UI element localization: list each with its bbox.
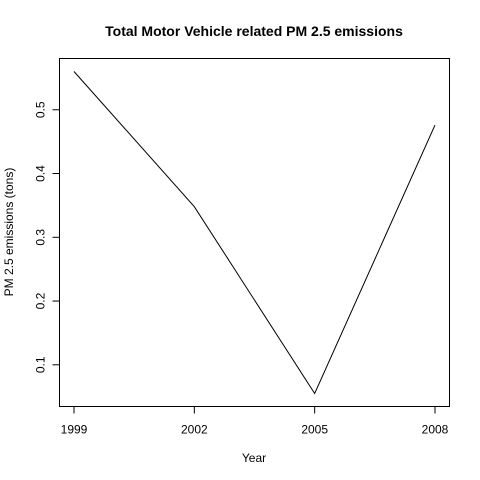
x-tick-label: 2005 <box>301 423 328 437</box>
x-tick-label: 2008 <box>422 423 449 437</box>
y-axis-label: PM 2.5 emissions (tons) <box>2 168 16 297</box>
series-line-0 <box>73 71 436 395</box>
x-tick-label: 2002 <box>181 423 208 437</box>
y-tick-label: 0.4 <box>34 165 48 182</box>
x-axis: 1999 2002 2005 2008 <box>61 406 449 437</box>
chart-title: Total Motor Vehicle related PM 2.5 emiss… <box>105 23 403 39</box>
y-tick-label: 0.2 <box>34 292 48 309</box>
y-tick-label: 0.5 <box>34 101 48 118</box>
y-axis: 0.1 0.2 0.3 0.4 0.5 <box>34 101 60 373</box>
x-tick-label: 1999 <box>61 423 88 437</box>
x-axis-label: Year <box>242 451 266 465</box>
y-tick-label: 0.3 <box>34 229 48 246</box>
y-tick-label: 0.1 <box>34 356 48 373</box>
series-layer <box>73 71 436 395</box>
plot-box <box>59 58 450 407</box>
